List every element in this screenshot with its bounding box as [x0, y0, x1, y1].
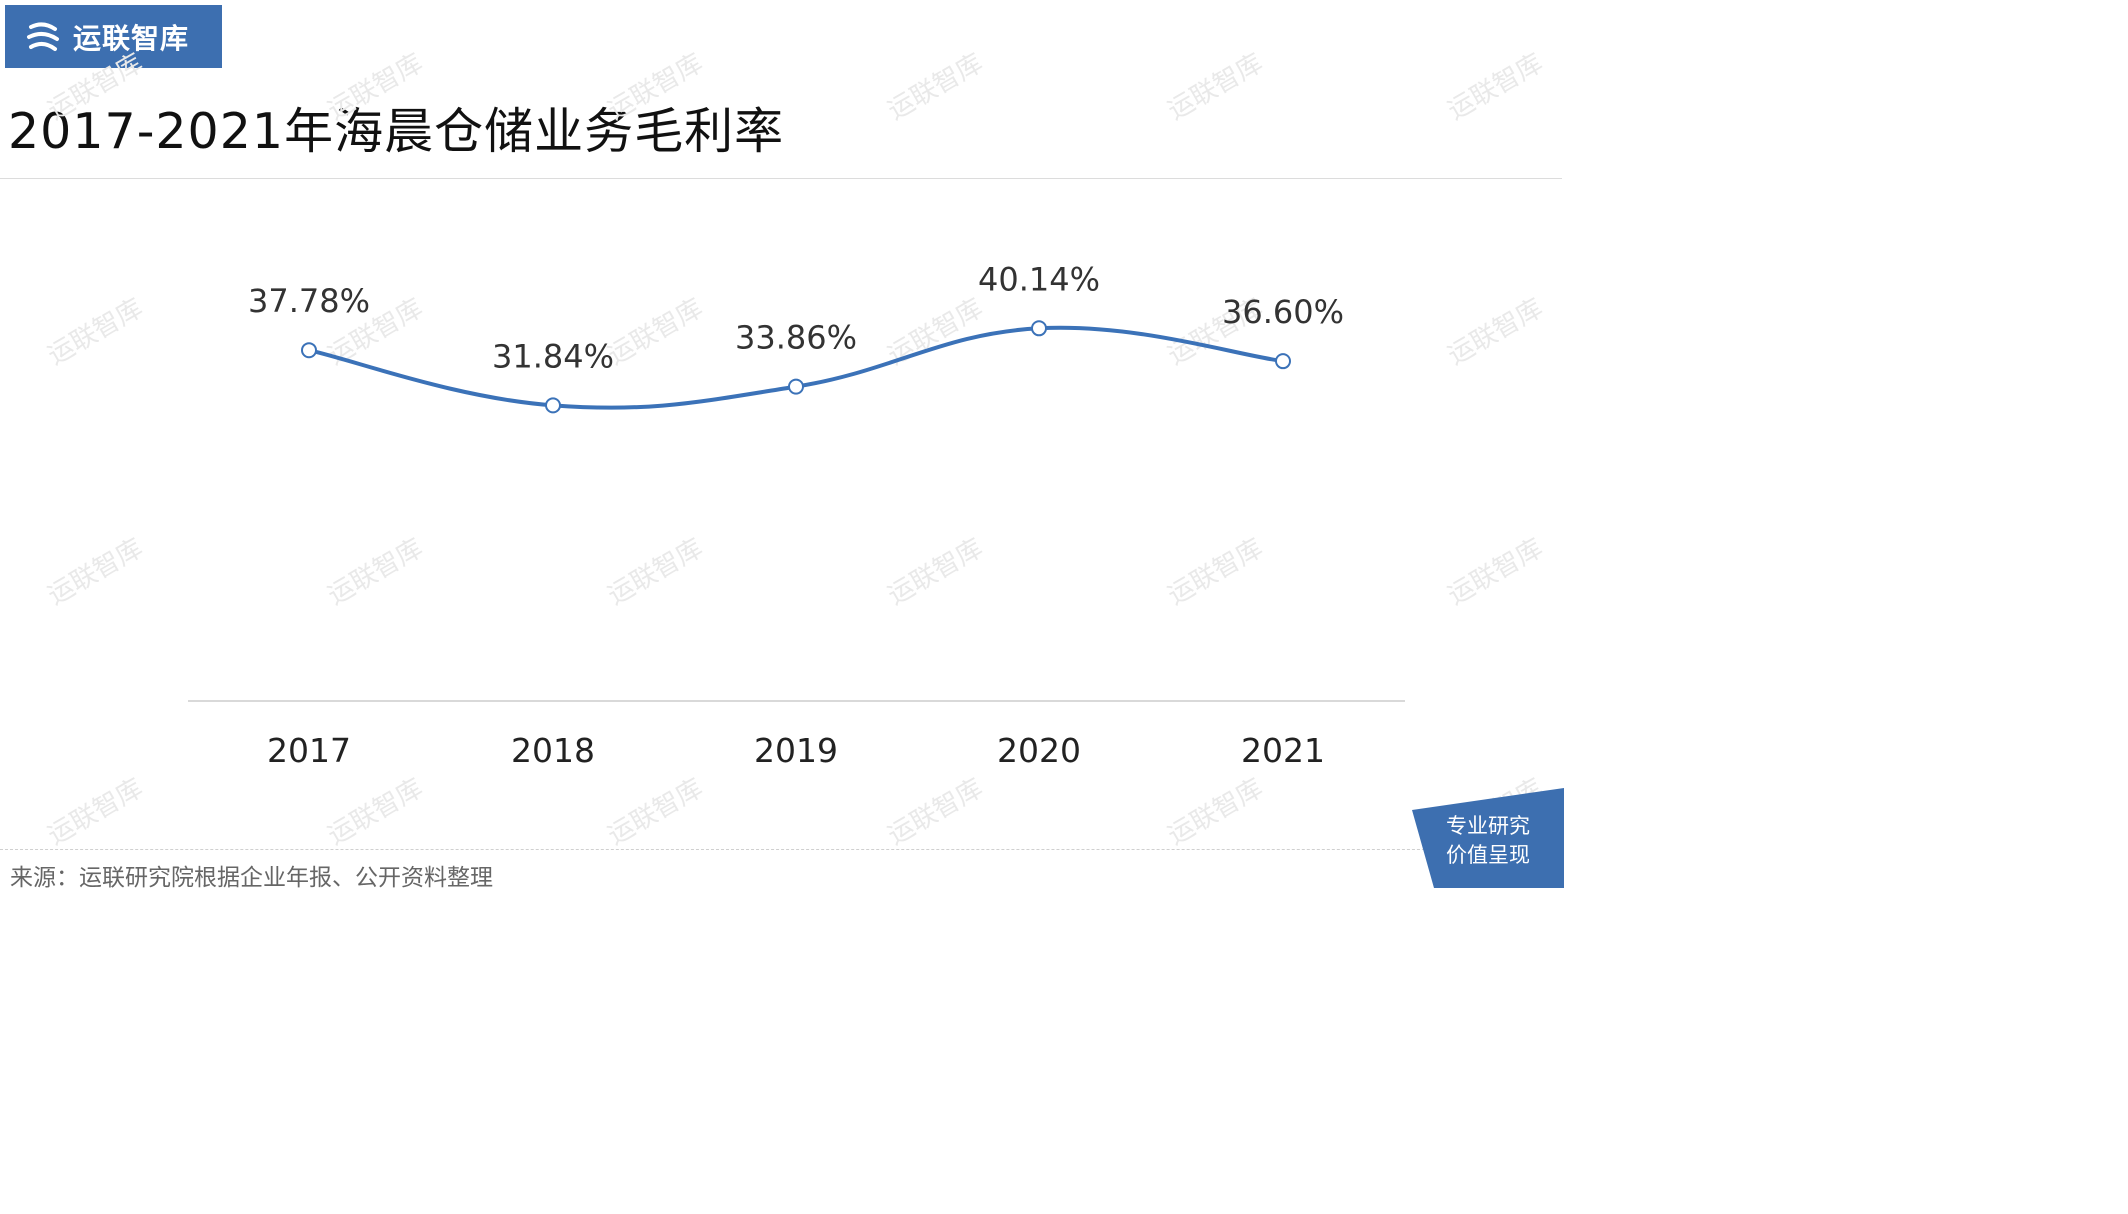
logo-text: 运联智库 — [73, 22, 190, 55]
slogan-text: 专业研究 价值呈现 — [1412, 812, 1564, 870]
source-note: 来源：运联研究院根据企业年报、公开资料整理 — [10, 865, 493, 891]
x-tick-label: 2018 — [511, 731, 595, 770]
data-label: 37.78% — [248, 282, 370, 320]
slogan-line-2: 价值呈现 — [1446, 843, 1530, 867]
x-tick-label: 2019 — [754, 731, 838, 770]
x-tick-label: 2017 — [267, 731, 351, 770]
x-tick-label: 2021 — [1241, 731, 1325, 770]
brand-logo: 运联智库 — [5, 5, 222, 68]
chart-title: 2017-2021年海晨仓储业务毛利率 — [8, 103, 785, 160]
source-divider — [0, 849, 1460, 850]
data-label: 33.86% — [735, 319, 857, 357]
data-point — [1031, 320, 1047, 337]
slogan-badge — [1412, 788, 1564, 888]
data-label: 40.14% — [978, 260, 1100, 298]
title-divider — [0, 178, 1562, 179]
data-point — [301, 342, 317, 359]
data-point — [1275, 353, 1291, 370]
data-point — [545, 397, 561, 414]
line-chart: 37.78% 2017 31.84% 2018 33.86% 2019 40.14% 2020… — [188, 260, 1405, 770]
x-tick-label: 2020 — [997, 731, 1081, 770]
data-label: 36.60% — [1222, 293, 1344, 331]
yunlian-logo-icon — [27, 22, 59, 51]
slogan-line-1: 专业研究 — [1446, 814, 1530, 838]
data-point — [788, 378, 804, 395]
data-label: 31.84% — [492, 337, 614, 375]
